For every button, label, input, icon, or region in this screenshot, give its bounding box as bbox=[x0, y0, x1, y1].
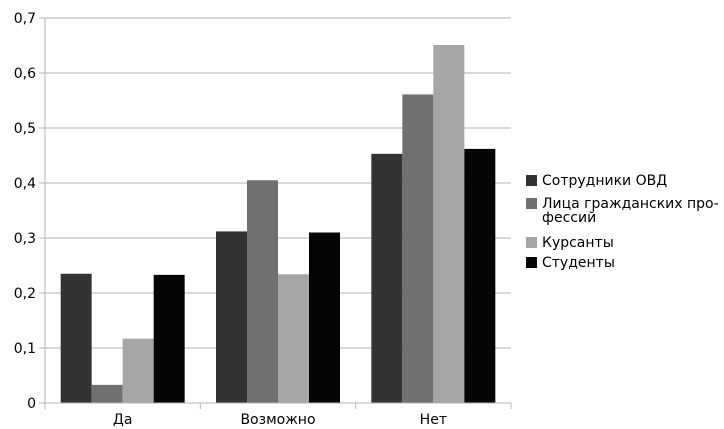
y-tick-label: 0 bbox=[27, 396, 36, 412]
y-tick-label: 0,4 bbox=[14, 176, 36, 192]
y-tick-label: 0,7 bbox=[14, 11, 36, 27]
axes bbox=[44, 18, 512, 409]
legend-label: Лица гражданских про- bbox=[542, 196, 719, 212]
bar bbox=[464, 148, 496, 403]
bar bbox=[247, 180, 278, 403]
bar bbox=[433, 44, 465, 403]
legend-label: Студенты bbox=[542, 255, 615, 271]
x-category-label: Возможно bbox=[240, 412, 315, 428]
y-tick-label: 0,5 bbox=[14, 121, 36, 137]
x-category-label: Нет bbox=[420, 412, 447, 428]
y-tick-label: 0,6 bbox=[14, 66, 36, 82]
legend-swatch bbox=[526, 198, 537, 209]
bar bbox=[402, 94, 434, 403]
y-tick-label: 0,3 bbox=[14, 231, 36, 247]
bar bbox=[153, 274, 185, 403]
x-axis-category-labels: Да Возможно Нет bbox=[113, 412, 447, 428]
bar bbox=[278, 274, 309, 403]
bar bbox=[60, 273, 92, 403]
bar bbox=[122, 338, 154, 403]
legend-swatch bbox=[526, 257, 537, 268]
legend-swatch bbox=[526, 175, 537, 186]
y-tick-label: 0,2 bbox=[14, 286, 36, 302]
legend-swatch bbox=[526, 237, 537, 248]
y-tick-label: 0,1 bbox=[14, 341, 36, 357]
legend-label: Курсанты bbox=[542, 235, 614, 251]
legend: Сотрудники ОВД Лица гражданских про-фесси… bbox=[526, 173, 719, 271]
bar bbox=[216, 231, 247, 403]
bar bbox=[371, 153, 403, 403]
bars bbox=[60, 44, 496, 403]
legend-label: Сотрудники ОВД bbox=[542, 173, 667, 189]
bar bbox=[309, 232, 340, 403]
legend-label: фессий bbox=[542, 210, 596, 226]
y-axis-tick-labels: 0 0,1 0,2 0,3 0,4 0,5 0,6 0,7 bbox=[14, 11, 36, 412]
x-category-label: Да bbox=[113, 412, 133, 428]
bar bbox=[91, 384, 123, 403]
